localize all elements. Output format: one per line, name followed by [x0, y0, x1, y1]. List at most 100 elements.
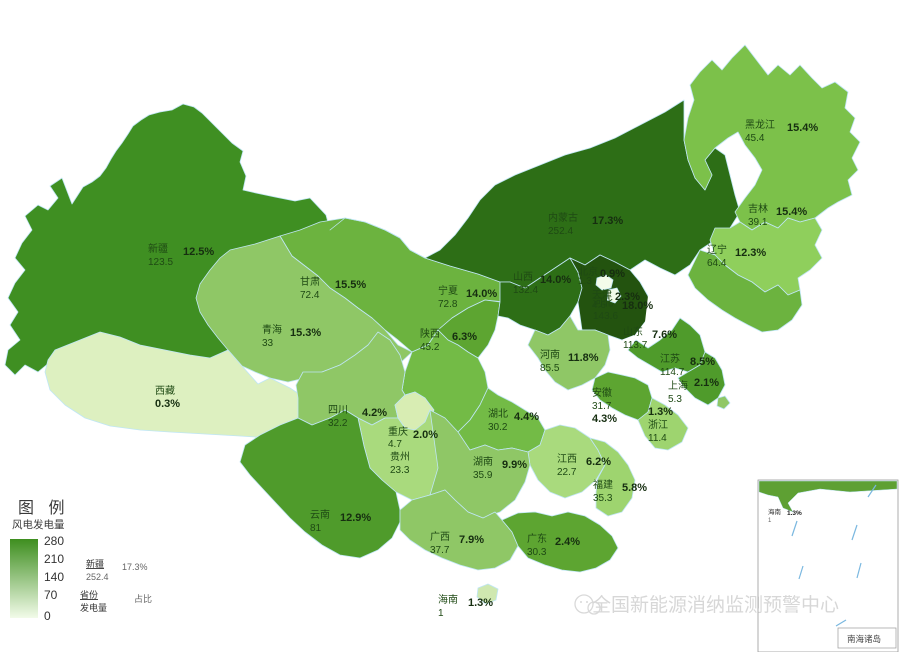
- svg-text:西藏: 西藏: [155, 385, 175, 397]
- svg-text:0.3%: 0.3%: [155, 398, 180, 410]
- svg-text:内蒙古: 内蒙古: [548, 211, 578, 224]
- svg-text:132.4: 132.4: [513, 285, 538, 296]
- svg-text:39.1: 39.1: [748, 217, 768, 228]
- svg-text:11.8%: 11.8%: [568, 352, 599, 364]
- svg-text:上海: 上海: [668, 379, 688, 392]
- svg-text:山西: 山西: [513, 271, 533, 283]
- svg-text:甘肃: 甘肃: [300, 275, 320, 288]
- svg-text:山东: 山东: [623, 325, 643, 338]
- svg-text:全国新能源消纳监测预警中心: 全国新能源消纳监测预警中心: [592, 594, 839, 616]
- svg-text:12.3%: 12.3%: [735, 247, 766, 259]
- svg-text:2.1%: 2.1%: [694, 377, 719, 389]
- svg-text:5.3: 5.3: [668, 394, 682, 405]
- svg-text:14.0%: 14.0%: [540, 274, 571, 286]
- svg-text:72.4: 72.4: [300, 290, 320, 301]
- svg-text:70: 70: [44, 588, 58, 602]
- svg-text:4.2%: 4.2%: [362, 407, 387, 419]
- svg-text:32.2: 32.2: [328, 418, 348, 429]
- svg-text:湖南: 湖南: [473, 455, 493, 468]
- svg-text:17.3%: 17.3%: [592, 215, 623, 227]
- svg-text:2.0%: 2.0%: [413, 429, 438, 441]
- svg-text:23.3: 23.3: [390, 465, 410, 476]
- svg-text:30.3: 30.3: [527, 547, 547, 558]
- svg-text:新疆: 新疆: [86, 558, 104, 569]
- svg-text:280: 280: [44, 534, 64, 548]
- svg-text:123.5: 123.5: [148, 257, 173, 268]
- svg-text:吉林: 吉林: [748, 202, 768, 215]
- svg-text:140: 140: [44, 570, 64, 584]
- svg-text:7.6%: 7.6%: [652, 329, 677, 341]
- svg-text:陕西: 陕西: [420, 327, 440, 340]
- svg-text:210: 210: [44, 552, 64, 566]
- svg-text:15.5%: 15.5%: [335, 279, 366, 291]
- svg-text:72.8: 72.8: [438, 299, 458, 310]
- svg-text:省份: 省份: [80, 589, 98, 600]
- svg-text:湖北: 湖北: [488, 408, 508, 420]
- svg-text:4.7: 4.7: [388, 439, 402, 450]
- svg-text:1.3%: 1.3%: [787, 510, 802, 517]
- svg-text:0.9%: 0.9%: [600, 268, 625, 280]
- svg-text:广西: 广西: [430, 531, 450, 543]
- svg-text:1.3%: 1.3%: [648, 406, 673, 418]
- svg-text:15.3%: 15.3%: [290, 327, 321, 339]
- svg-text:22.7: 22.7: [557, 467, 577, 478]
- svg-text:南海诸岛: 南海诸岛: [847, 634, 881, 644]
- svg-text:252.4: 252.4: [548, 226, 573, 237]
- svg-text:重庆: 重庆: [388, 425, 408, 438]
- svg-text:图 例: 图 例: [18, 499, 69, 517]
- svg-text:2.4%: 2.4%: [555, 536, 580, 548]
- svg-text:252.4: 252.4: [86, 572, 109, 582]
- svg-text:35.3: 35.3: [593, 493, 613, 504]
- svg-text:河南: 河南: [540, 348, 560, 361]
- svg-text:17.3%: 17.3%: [122, 562, 148, 572]
- svg-text:风电发电量: 风电发电量: [12, 518, 65, 531]
- svg-text:37.7: 37.7: [430, 545, 450, 556]
- svg-text:宁夏: 宁夏: [438, 284, 458, 297]
- svg-text:辽宁: 辽宁: [707, 243, 727, 256]
- svg-text:113.7: 113.7: [623, 340, 648, 351]
- svg-text:四川: 四川: [328, 405, 348, 416]
- svg-text:35.9: 35.9: [473, 470, 493, 481]
- svg-text:31.7: 31.7: [592, 401, 612, 412]
- svg-text:15.4%: 15.4%: [787, 122, 818, 134]
- svg-text:河北: 河北: [593, 297, 613, 309]
- svg-text:9.9%: 9.9%: [502, 459, 527, 471]
- svg-text:7.9%: 7.9%: [459, 534, 484, 546]
- svg-text:12.9%: 12.9%: [340, 512, 371, 524]
- svg-text:30.2: 30.2: [488, 422, 508, 433]
- svg-text:11.4: 11.4: [648, 433, 667, 444]
- svg-text:143.6: 143.6: [593, 311, 618, 322]
- svg-text:1: 1: [438, 608, 444, 619]
- svg-text:81: 81: [310, 523, 322, 534]
- svg-text:海南: 海南: [768, 507, 782, 516]
- svg-text:18.0%: 18.0%: [622, 300, 653, 312]
- svg-text:33: 33: [262, 338, 274, 349]
- svg-text:黑龙江: 黑龙江: [745, 118, 775, 131]
- svg-text:6.3%: 6.3%: [452, 331, 477, 343]
- svg-text:15.4%: 15.4%: [776, 206, 807, 218]
- svg-text:0: 0: [44, 609, 51, 623]
- svg-text:1.3: 1.3: [578, 276, 592, 287]
- svg-text:安徽: 安徽: [592, 386, 612, 399]
- svg-text:云南: 云南: [310, 508, 330, 521]
- svg-text:85.5: 85.5: [540, 363, 560, 374]
- svg-text:福建: 福建: [593, 478, 613, 491]
- svg-text:5.8%: 5.8%: [622, 482, 647, 494]
- svg-text:45.4: 45.4: [745, 133, 765, 144]
- svg-text:4.3%: 4.3%: [592, 413, 617, 425]
- svg-text:青海: 青海: [262, 323, 282, 336]
- svg-text:14.0%: 14.0%: [466, 288, 497, 300]
- svg-text:江西: 江西: [557, 453, 577, 465]
- svg-text:浙江: 浙江: [648, 419, 668, 431]
- svg-text:45.2: 45.2: [420, 342, 440, 353]
- svg-text:6.2%: 6.2%: [586, 456, 611, 468]
- svg-text:江苏: 江苏: [660, 352, 680, 365]
- svg-text:新疆: 新疆: [148, 242, 168, 255]
- svg-text:广东: 广东: [527, 532, 547, 545]
- svg-text:8.5%: 8.5%: [690, 356, 715, 368]
- svg-text:占比: 占比: [134, 593, 152, 604]
- svg-text:发电量: 发电量: [80, 602, 107, 613]
- svg-text:4.4%: 4.4%: [514, 411, 539, 423]
- svg-text:64.4: 64.4: [707, 258, 727, 269]
- svg-text:贵州: 贵州: [390, 450, 410, 463]
